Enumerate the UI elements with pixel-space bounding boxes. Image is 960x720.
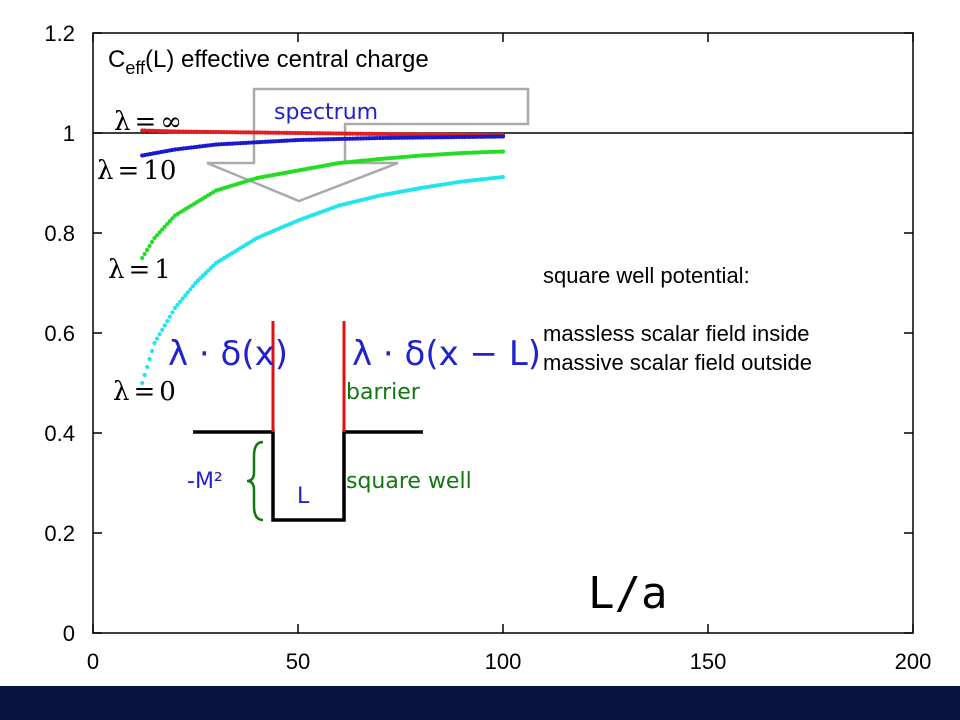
- label-lambda-0: λ = 0: [113, 377, 176, 407]
- data-point: [152, 235, 157, 241]
- spectrum-arrow: [206, 87, 530, 203]
- data-point: [178, 299, 183, 304]
- chart-title-sub: eff: [125, 58, 146, 78]
- axis-ticks: [92, 32, 914, 634]
- data-point: [500, 134, 506, 139]
- label-lambda-1: λ = 1: [108, 255, 171, 285]
- label-lambda-infinity-rhs: ∞: [160, 107, 182, 137]
- m2-brace: [246, 440, 264, 522]
- desc-line-3: massive scalar field outside: [543, 350, 812, 375]
- delta-right-label: λ · δ(x − L): [352, 334, 541, 374]
- label-lambda-1-rhs: 1: [154, 255, 171, 285]
- desc-line-1: square well potential:: [543, 263, 750, 288]
- label-lambda-infinity: λ = ∞: [114, 107, 182, 137]
- chart-title-rest: (L) effective central charge: [145, 46, 429, 73]
- data-point: [188, 287, 193, 292]
- y-tick-label: 0.6: [44, 321, 75, 346]
- data-point: [165, 319, 170, 324]
- label-lambda-infinity-lhs: λ: [114, 107, 130, 137]
- y-tick-label: 1.2: [44, 21, 75, 46]
- footer-bar: [0, 686, 960, 720]
- label-lambda-1-lhs: λ: [108, 255, 124, 285]
- data-point: [170, 310, 175, 315]
- data-point: [154, 336, 160, 341]
- delta-left-label: λ · δ(x): [168, 334, 288, 374]
- chart-title: Ceff(L) effective central charge: [108, 46, 429, 78]
- data-point: [157, 230, 162, 235]
- x-tick-label: 100: [485, 649, 522, 674]
- data-point: [154, 233, 160, 238]
- well-width-label: L: [297, 484, 310, 509]
- x-tick-label: 0: [87, 649, 99, 674]
- data-point: [149, 239, 155, 245]
- data-point: [500, 174, 506, 180]
- y-tick-label: 0.8: [44, 221, 75, 246]
- y-tick-label: 0.2: [44, 521, 75, 546]
- data-point: [142, 372, 147, 378]
- data-point: [165, 221, 170, 227]
- series-one: [140, 149, 506, 261]
- y-tick-label: 0: [63, 621, 75, 646]
- m2-label: -M²: [187, 469, 223, 494]
- label-lambda-0-lhs: λ: [113, 377, 129, 407]
- x-tick-label: 150: [690, 649, 727, 674]
- y-tick-label: 1: [63, 121, 75, 146]
- data-point: [183, 293, 188, 298]
- data-point: [167, 314, 172, 319]
- chart-title-main: C: [108, 46, 125, 73]
- y-tick-label: 0.4: [44, 421, 75, 446]
- series-group: [140, 128, 506, 386]
- label-lambda-0-rhs: 0: [159, 377, 176, 407]
- data-point: [157, 332, 162, 337]
- data-point: [145, 364, 150, 370]
- data-point: [162, 224, 167, 229]
- data-point: [162, 323, 167, 328]
- x-tick-label: 200: [895, 649, 932, 674]
- data-point: [140, 255, 145, 261]
- series-inf: [140, 128, 506, 138]
- data-point: [170, 216, 175, 221]
- data-point: [190, 284, 196, 289]
- barrier-label: barrier: [346, 380, 421, 405]
- data-point: [145, 247, 150, 253]
- x-axis-label: L/a: [588, 568, 667, 619]
- data-point: [140, 380, 145, 386]
- data-point: [185, 290, 190, 295]
- data-point: [167, 219, 172, 224]
- data-point: [152, 340, 157, 346]
- data-point: [149, 348, 155, 354]
- data-point: [172, 305, 178, 311]
- series-ten: [140, 134, 506, 158]
- data-point: [175, 302, 180, 307]
- data-point: [160, 227, 165, 232]
- data-point: [142, 251, 147, 257]
- data-point: [147, 243, 152, 249]
- desc-line-2: massless scalar field inside: [543, 321, 810, 346]
- data-point: [147, 356, 152, 362]
- square-well-outline: [193, 430, 423, 522]
- series-zero: [140, 174, 506, 386]
- data-point: [160, 327, 165, 332]
- spectrum-label: spectrum: [274, 100, 378, 125]
- data-point: [180, 296, 185, 301]
- label-lambda-10-rhs: 10: [143, 156, 176, 186]
- data-point: [500, 149, 506, 154]
- x-tick-label: 50: [286, 649, 310, 674]
- label-lambda-10-lhs: λ: [97, 156, 113, 186]
- square-well-label: square well: [346, 469, 472, 494]
- label-lambda-10: λ = 10: [97, 156, 176, 186]
